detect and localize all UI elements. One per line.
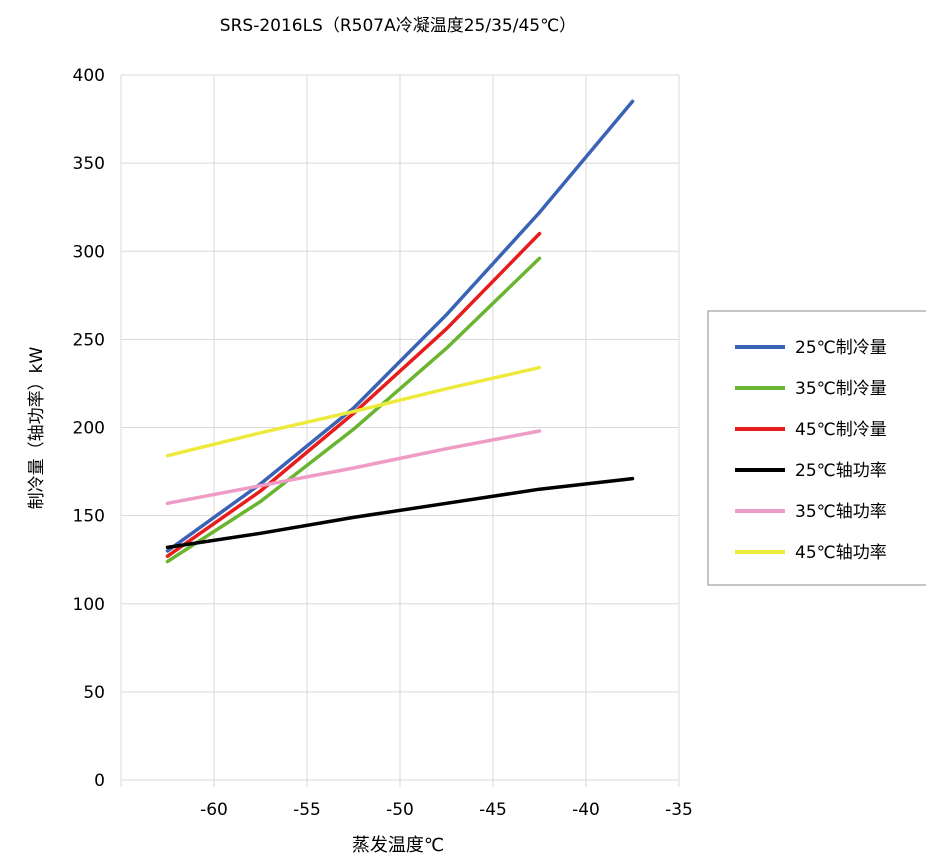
series-line xyxy=(165,231,542,558)
legend-label: 25℃制冷量 xyxy=(795,338,887,358)
x-tick-label: -35 xyxy=(665,800,693,820)
y-tick-label: 200 xyxy=(73,419,105,439)
y-tick-label: 50 xyxy=(83,683,105,703)
y-tick-label: 400 xyxy=(73,66,105,86)
y-tick-label: 300 xyxy=(73,242,105,262)
legend-label: 35℃轴功率 xyxy=(795,502,887,522)
y-tick-label: 0 xyxy=(94,771,105,791)
y-axis-label: 制冷量（轴功率）kW xyxy=(27,346,47,509)
series-line xyxy=(165,99,635,553)
x-tick-label: -60 xyxy=(200,800,228,820)
legend-box xyxy=(707,310,926,586)
x-tick-label: -50 xyxy=(386,800,414,820)
legend-label: 45℃轴功率 xyxy=(795,543,887,563)
legend-label: 35℃制冷量 xyxy=(795,379,887,399)
legend-label: 25℃轴功率 xyxy=(795,461,887,481)
series-line xyxy=(165,256,542,564)
legend: 25℃制冷量 35℃制冷量 45℃制冷量 25℃轴功率 35℃轴功率 45℃轴功率 xyxy=(707,310,926,586)
series-line xyxy=(165,476,635,550)
y-tick-label: 100 xyxy=(73,595,105,615)
y-tick-label: 150 xyxy=(73,507,105,527)
x-tick-label: -45 xyxy=(479,800,507,820)
x-tick-label: -40 xyxy=(572,800,600,820)
series-lines xyxy=(165,99,635,564)
y-tick-label: 350 xyxy=(73,154,105,174)
gridlines xyxy=(120,74,680,781)
series-line xyxy=(165,365,542,458)
chart-title: SRS-2016LS（R507A冷凝温度25/35/45℃） xyxy=(220,16,576,36)
x-axis-label: 蒸发温度℃ xyxy=(352,835,444,856)
series-line xyxy=(165,429,542,506)
legend-label: 45℃制冷量 xyxy=(795,420,887,440)
axes: 0 50 100 150 200 250 300 350 400 -60 -55 -50 -45 -40 -… xyxy=(73,66,693,820)
y-tick-label: 250 xyxy=(73,330,105,350)
x-tick-label: -55 xyxy=(293,800,321,820)
